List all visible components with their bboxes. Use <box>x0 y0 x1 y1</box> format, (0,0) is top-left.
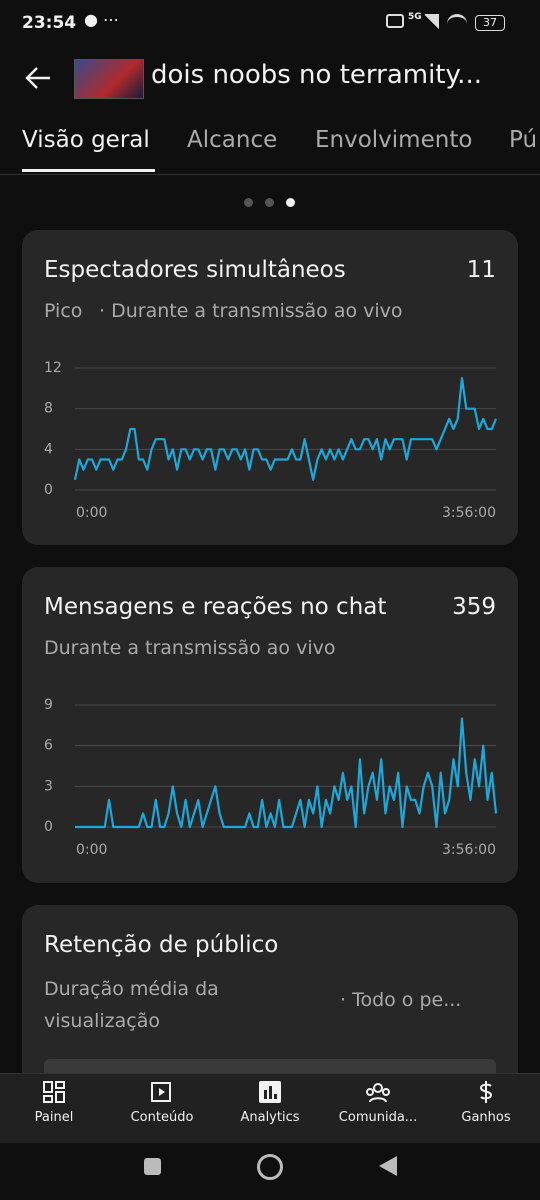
wifi-icon <box>447 14 467 30</box>
status-icons: ● ⋯ <box>84 10 120 29</box>
video-thumbnail <box>74 59 144 99</box>
y-tick-label: 4 <box>44 441 53 457</box>
x-tick-label: 0:00 <box>76 505 107 521</box>
nav-icon <box>43 1081 65 1103</box>
card-value: 359 <box>452 594 496 620</box>
nav-item[interactable]: Conteúdo <box>108 1080 216 1125</box>
card[interactable]: Mensagens e reações no chat 359 Durante … <box>22 567 518 883</box>
nav-icon <box>366 1083 390 1103</box>
signal-icon <box>425 14 439 30</box>
tab[interactable]: Alcance <box>187 127 278 153</box>
page-dot <box>265 198 274 207</box>
nav-icon <box>151 1082 171 1102</box>
video-title: dois noobs no terramity... <box>151 60 482 90</box>
card-title: Espectadores simultâneos <box>44 257 346 283</box>
y-tick-label: 12 <box>44 360 62 376</box>
nav-item[interactable]: Comunida... <box>324 1080 432 1125</box>
y-tick-label: 3 <box>44 778 53 794</box>
card-subtitle-extra: · Todo o pe... <box>340 989 462 1011</box>
tab[interactable]: Visão geral <box>22 127 150 153</box>
card-subtitle: Pico <box>44 300 83 322</box>
card-subtitle: Durante a transmissão ao vivo <box>44 637 336 659</box>
data-line <box>73 377 498 481</box>
recents-button[interactable] <box>144 1158 161 1175</box>
nav-item[interactable]: Analytics <box>216 1080 324 1125</box>
tab-indicator <box>22 169 155 172</box>
home-button[interactable] <box>257 1154 283 1180</box>
system-back-button[interactable] <box>378 1155 398 1177</box>
back-button[interactable] <box>24 66 52 90</box>
tab[interactable]: Pú <box>509 127 538 153</box>
status-time: 23:54 <box>22 13 77 33</box>
chart: 0 4 8 12 0:00 3:56:00 <box>44 360 498 521</box>
battery: 37 <box>475 15 505 31</box>
card-subtitle-extra: · Durante a transmissão ao vivo <box>99 300 403 322</box>
nav-item[interactable]: Painel <box>0 1080 108 1125</box>
mute-icon <box>386 14 404 28</box>
page-dot <box>244 198 253 207</box>
nav-item[interactable]: Ganhos <box>432 1080 540 1125</box>
nav-label: Painel <box>34 1110 74 1125</box>
card-title: Mensagens e reações no chat <box>44 594 387 620</box>
x-tick-label: 0:00 <box>76 842 107 858</box>
data-line <box>75 717 498 829</box>
status-network: 5G <box>408 12 422 22</box>
card-subtitle: Duração média da visualização <box>44 978 219 1032</box>
y-tick-label: 9 <box>44 697 53 713</box>
card-value: 11 <box>466 257 496 283</box>
page-dot-active <box>286 198 295 207</box>
nav-label: Ganhos <box>461 1110 511 1125</box>
y-tick-label: 6 <box>44 738 53 754</box>
nav-label: Conteúdo <box>130 1110 194 1125</box>
y-tick-label: 8 <box>44 401 53 417</box>
divider <box>0 174 540 175</box>
nav-icon <box>479 1081 493 1103</box>
x-tick-label: 3:56:00 <box>442 505 496 521</box>
nav-label: Analytics <box>240 1110 300 1125</box>
card-subtitle: · Durante a transmissão ao vivo <box>99 300 403 322</box>
y-tick-label: 0 <box>44 482 53 498</box>
card-title: Retenção de público <box>44 932 279 958</box>
x-tick-label: 3:56:00 <box>442 842 496 858</box>
card[interactable]: Espectadores simultâneos 11 Pico · Duran… <box>22 230 518 545</box>
tab[interactable]: Envolvimento <box>315 127 473 153</box>
chart: 0 3 6 9 0:00 3:56:00 <box>44 697 498 858</box>
nav-label: Comunida... <box>338 1110 418 1125</box>
nav-icon <box>259 1081 281 1103</box>
y-tick-label: 0 <box>44 819 53 835</box>
